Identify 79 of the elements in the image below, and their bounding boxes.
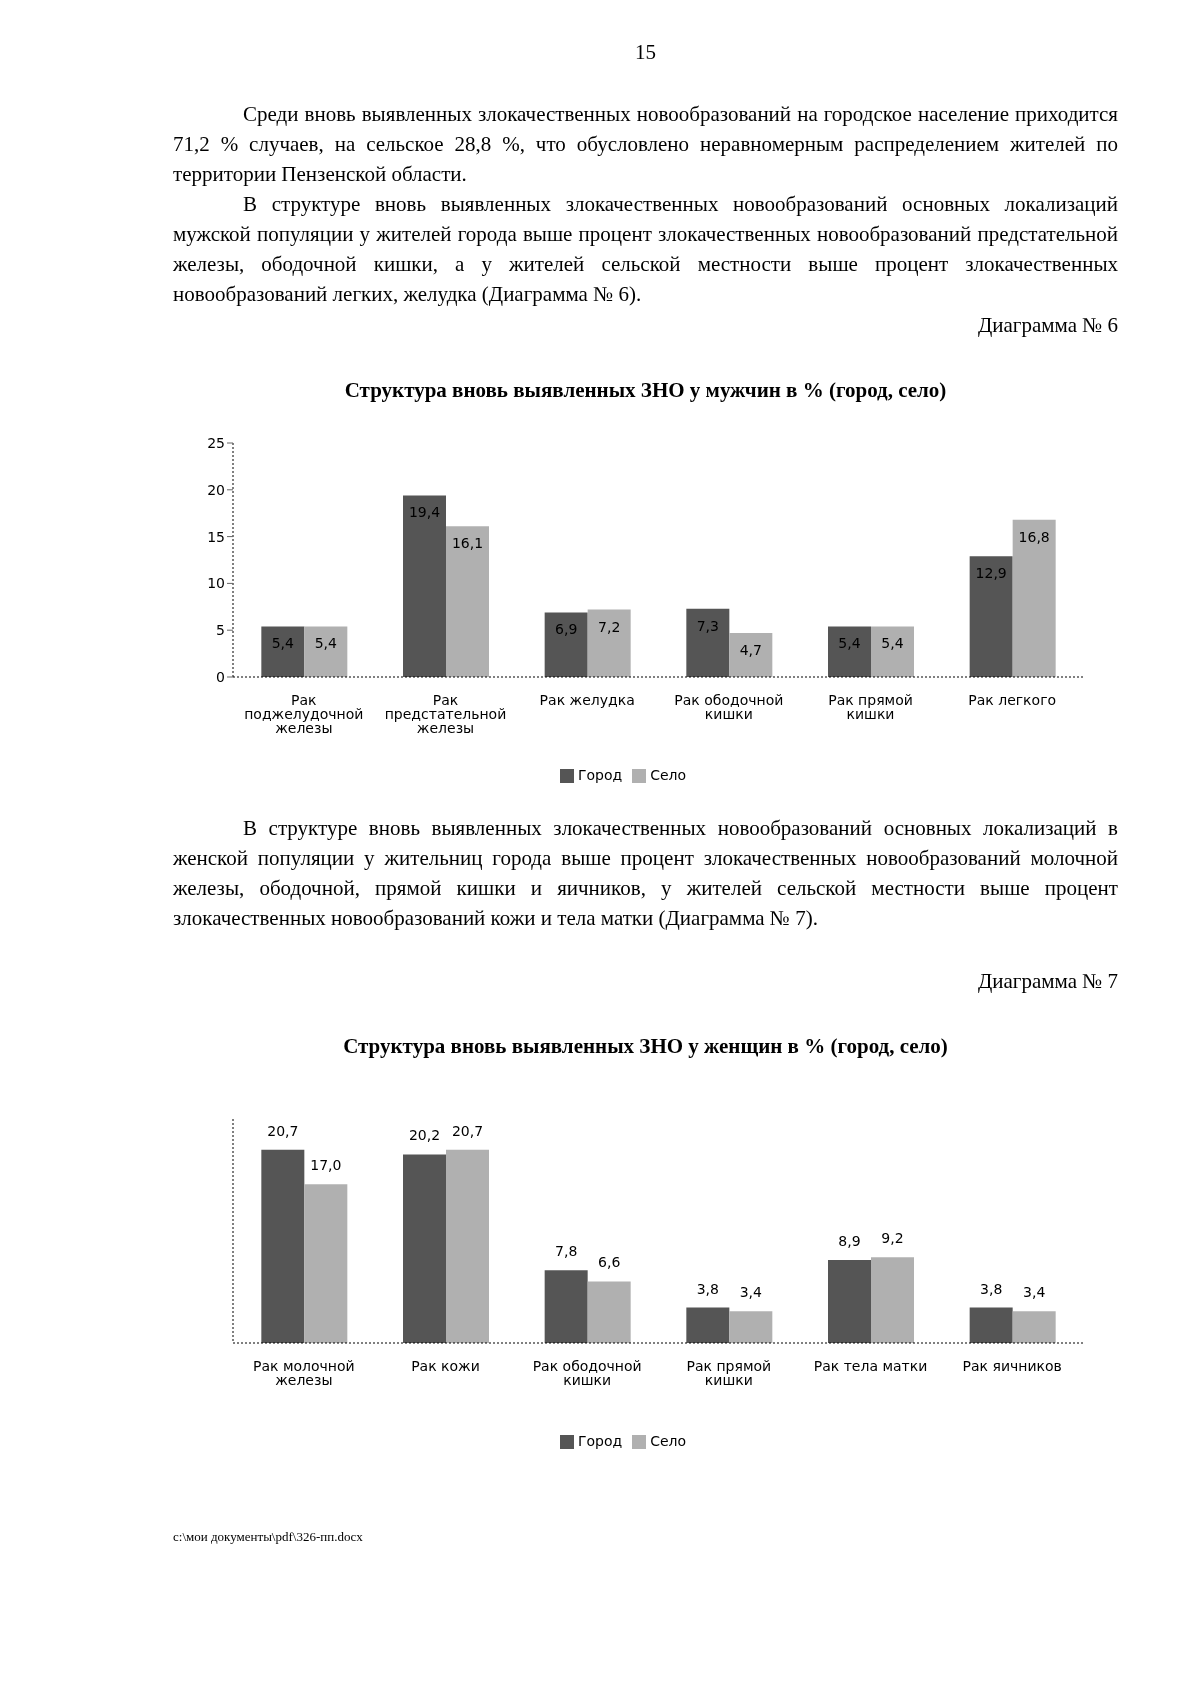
- data-label: 3,4: [739, 1284, 763, 1301]
- data-label: 6,6: [598, 1254, 621, 1271]
- data-label: 16,1: [451, 535, 484, 552]
- bar: [446, 526, 489, 677]
- bar: [261, 1149, 305, 1343]
- bar: [304, 1184, 348, 1343]
- data-label: 7,2: [598, 618, 621, 635]
- text: В структуре вновь выявленных злокачественных новообразований основных локализаций в женской популяции у жительниц города выше процент злокачественных новообразований молочной железы, ободочной, прямой кишки и яичников, у жителей сельской местности выше процент злокачественных новообразований кожи и тела матки (Диаграмма № 7).: [173, 815, 1118, 932]
- bar: [871, 1257, 914, 1343]
- data-label: 9,2: [881, 1230, 904, 1247]
- data-label: 16,8: [1018, 528, 1050, 545]
- bar: [587, 609, 631, 677]
- x-tick-label: Рак ободочной кишки: [532, 1357, 642, 1388]
- bar: [969, 1307, 1013, 1343]
- data-label: 4,7: [739, 641, 762, 658]
- text: В структуре вновь выявленных злокачественных новообразований основных локализаций мужской популяции у жителей города выше процент злокачественных новообразований предстательной железы, ободочной кишки, а у жителей сельской местности выше процент злокачественных новообразований легких, желудка (Диаграмма № 6).: [173, 191, 1118, 308]
- text: 15: [634, 40, 657, 65]
- data-label: 7,3: [696, 617, 719, 634]
- chart-title: Структура вновь выявленных ЗНО у мужчин в % (город, село): [343, 378, 948, 403]
- data-label: 3,8: [980, 1280, 1003, 1297]
- text: c:\мои документы\pdf\326-пп.docx: [173, 1529, 364, 1545]
- chart-title: Структура вновь выявленных ЗНО у женщин в % (город, село): [342, 1034, 949, 1059]
- bar: [729, 1311, 773, 1343]
- x-tick-label: Рак желудка: [539, 691, 635, 708]
- bar: [1012, 519, 1056, 677]
- bar: [261, 626, 305, 677]
- data-label: 5,4: [838, 635, 861, 652]
- x-tick-label: Рак кожи: [411, 1357, 480, 1374]
- bar: [403, 1154, 446, 1343]
- bar: [871, 626, 914, 677]
- x-tick-label: Рак тела матки: [813, 1357, 928, 1374]
- data-label: 8,9: [838, 1232, 861, 1249]
- bar: [587, 1281, 631, 1343]
- data-label: 12,9: [975, 565, 1007, 582]
- x-tick-label: Рак поджелудочной железы: [244, 691, 364, 736]
- data-label: 3,8: [696, 1280, 719, 1297]
- bar: [446, 1149, 489, 1343]
- y-tick-label: 10: [207, 575, 225, 592]
- data-label: 17,0: [310, 1157, 342, 1174]
- legend-label: Город: [577, 1433, 623, 1449]
- text: Диаграмма № 6: [976, 313, 1118, 338]
- bar: [686, 608, 730, 677]
- data-label: 20,7: [451, 1122, 484, 1139]
- legend-label: Село: [650, 767, 687, 783]
- x-tick-label: Рак ободочной кишки: [674, 691, 784, 722]
- data-label: 19,4: [408, 504, 441, 521]
- data-label: 5,4: [314, 635, 338, 652]
- text: Среди вновь выявленных злокачественных новообразований на городское население приходится 71,2 % случаев, на сельское 28,8 %, что обусловлено неравномерным распределением жителей по территории Пензенской области.: [173, 101, 1118, 188]
- bar: [729, 633, 773, 677]
- x-tick-label: Рак яичников: [962, 1357, 1062, 1374]
- data-label: 6,9: [555, 621, 578, 638]
- bar: [828, 626, 871, 677]
- x-tick-label: Рак легкого: [968, 691, 1057, 708]
- bar: [686, 1307, 730, 1343]
- x-tick-label: Рак прямой кишки: [686, 1357, 772, 1388]
- y-tick-label: 25: [207, 434, 225, 451]
- x-tick-label: Рак прямой кишки: [828, 691, 913, 722]
- data-label: 20,7: [267, 1122, 299, 1139]
- legend-label: Город: [577, 767, 623, 783]
- bar: [544, 1270, 588, 1343]
- bar: [403, 495, 446, 677]
- x-tick-label: Рак предстательной железы: [384, 691, 507, 736]
- y-tick-label: 20: [207, 481, 225, 498]
- legend-label: Село: [650, 1433, 687, 1449]
- data-label: 5,4: [271, 635, 295, 652]
- x-tick-label: Рак молочной железы: [253, 1357, 355, 1388]
- bar: [969, 556, 1013, 677]
- text: Диаграмма № 7: [976, 969, 1118, 994]
- y-tick-label: 0: [216, 668, 225, 685]
- data-label: 3,4: [1023, 1284, 1046, 1301]
- bar: [544, 612, 588, 677]
- bar: [1012, 1311, 1056, 1343]
- bar: [304, 626, 348, 677]
- data-label: 5,4: [881, 635, 904, 652]
- y-tick-label: 15: [207, 528, 225, 545]
- bar: [828, 1259, 871, 1343]
- y-tick-label: 5: [216, 622, 225, 639]
- data-label: 20,2: [408, 1127, 441, 1144]
- data-label: 7,8: [555, 1243, 578, 1260]
